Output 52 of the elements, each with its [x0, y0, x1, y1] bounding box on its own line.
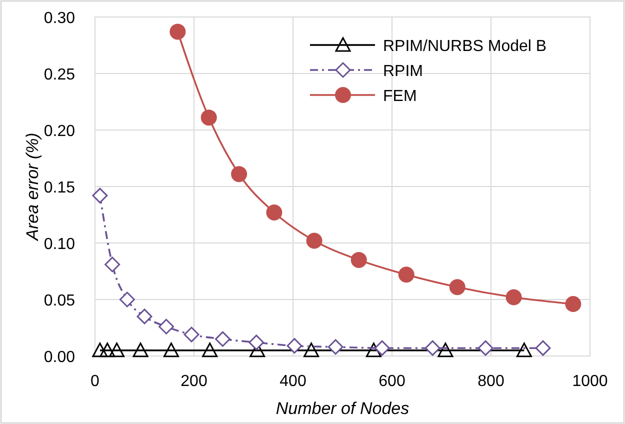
x-tick-label: 400	[280, 373, 306, 390]
y-tick-label: 0.10	[44, 236, 76, 253]
y-tick-label: 0.25	[44, 66, 76, 84]
point	[170, 24, 186, 40]
point	[424, 340, 440, 356]
point	[449, 279, 466, 296]
point	[478, 340, 494, 356]
y-axis-title: Area error (%)	[23, 132, 42, 242]
point	[304, 342, 320, 358]
point	[535, 340, 551, 356]
point	[306, 232, 322, 249]
x-tick-label: 0	[90, 373, 100, 390]
point	[516, 342, 532, 358]
point	[350, 252, 367, 268]
legend-label: FEM	[383, 88, 417, 105]
x-tick-label: 600	[378, 373, 406, 390]
point	[438, 342, 454, 358]
point	[374, 340, 390, 356]
legend-label: RPIM	[383, 63, 423, 80]
x-axis-title: Number of Nodes	[276, 399, 410, 418]
point	[200, 110, 217, 126]
point	[202, 342, 218, 358]
y-tick-label: 0.30	[44, 10, 76, 27]
y-tick-label: 0.05	[44, 292, 76, 310]
y-tick-label: 0.20	[44, 123, 76, 140]
point	[506, 289, 522, 306]
point	[366, 342, 382, 358]
x-tick-label: 1000	[572, 373, 608, 390]
point	[136, 308, 152, 324]
point	[214, 331, 230, 347]
point	[92, 188, 108, 204]
point	[92, 342, 108, 358]
point	[328, 339, 344, 355]
point	[286, 338, 302, 354]
point	[132, 342, 148, 358]
point	[565, 296, 582, 312]
point	[184, 326, 200, 342]
x-tick-label: 200	[180, 373, 208, 390]
point	[266, 204, 282, 220]
point	[104, 256, 120, 272]
x-tick-label: 800	[478, 373, 504, 390]
point	[158, 318, 174, 334]
y-tick-label: 0.15	[44, 180, 76, 196]
point	[398, 266, 414, 283]
point	[163, 342, 179, 358]
point	[119, 292, 135, 308]
y-tick-label: 0.00	[44, 349, 76, 366]
point	[100, 342, 116, 358]
point	[248, 334, 264, 350]
legend-label: RPIM/NURBS Model B	[383, 38, 547, 55]
point	[109, 342, 125, 358]
point	[231, 166, 248, 182]
